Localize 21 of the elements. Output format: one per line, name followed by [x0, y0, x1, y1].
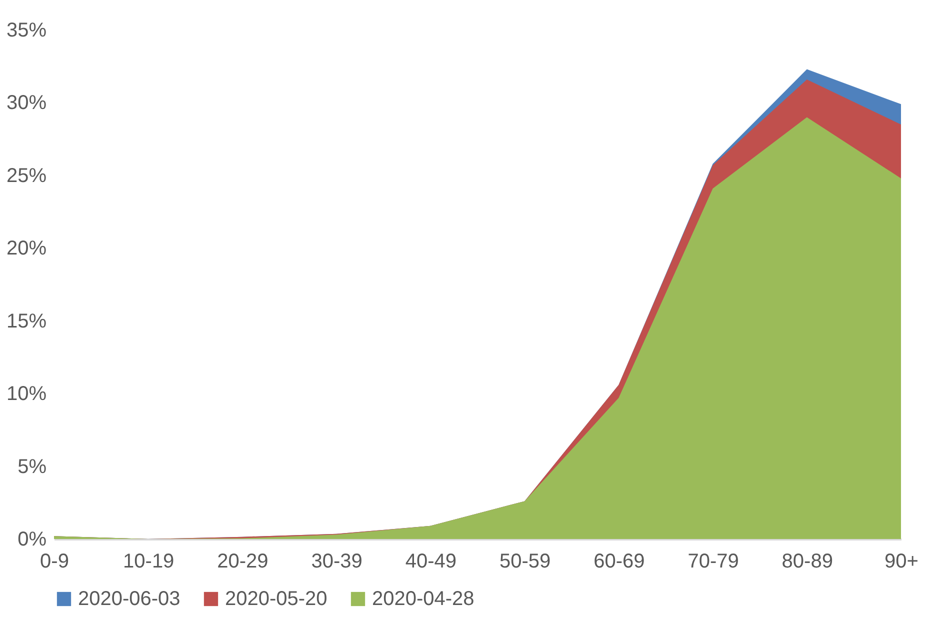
y-tick-label: 0% — [18, 528, 47, 550]
legend-label: 2020-06-03 — [78, 588, 180, 610]
y-tick-label: 10% — [6, 383, 47, 406]
x-tick-label: 20-29 — [217, 550, 268, 572]
y-tick-label: 15% — [6, 310, 47, 332]
legend-label: 2020-04-28 — [372, 588, 474, 610]
x-tick-label: 90+ — [884, 550, 918, 572]
y-tick-label: 20% — [6, 238, 47, 260]
x-tick-label: 30-39 — [311, 550, 362, 572]
y-tick-label: 30% — [6, 92, 47, 114]
x-tick-label: 50-59 — [499, 550, 551, 572]
x-tick-label: 10-19 — [123, 550, 174, 572]
x-tick-label: 60-69 — [594, 550, 645, 572]
legend-label: 2020-05-20 — [225, 588, 328, 610]
y-tick-label: 25% — [6, 164, 47, 187]
y-tick-label: 35% — [6, 20, 47, 42]
x-tick-label: 0-9 — [40, 550, 69, 572]
x-tick-label: 70-79 — [688, 550, 739, 572]
y-tick-label: 5% — [18, 456, 47, 478]
x-tick-label: 80-89 — [782, 550, 833, 572]
x-tick-label: 40-49 — [405, 550, 457, 572]
